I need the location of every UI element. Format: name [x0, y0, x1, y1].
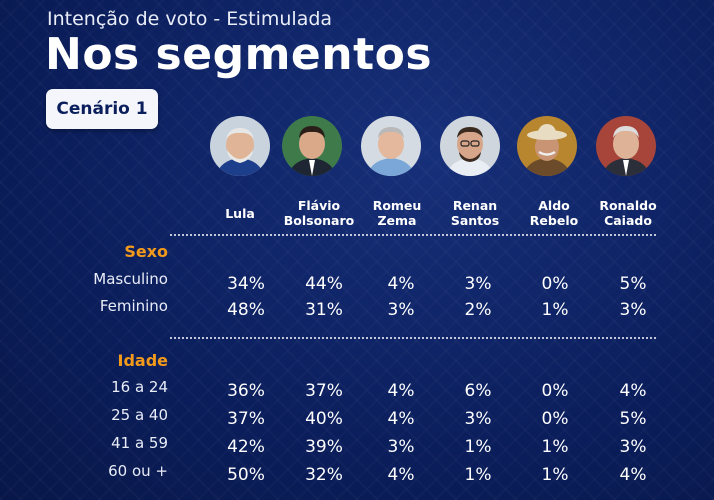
candidate-name-line2: Rebelo	[529, 213, 579, 228]
cell-41-59-renan: 1%	[464, 437, 492, 457]
row-label-41-59: 41 a 59	[111, 434, 168, 452]
cell-60-plus-lula: 50%	[227, 465, 265, 485]
cell-25-40-renan: 3%	[464, 409, 492, 429]
cell-41-59-caiado: 3%	[619, 437, 647, 457]
cell-16-24-zema: 4%	[387, 381, 415, 401]
row-label-25-40: 25 a 40	[111, 406, 168, 424]
cell-25-40-flavio: 40%	[305, 409, 343, 429]
cell-25-40-lula: 37%	[227, 409, 265, 429]
cell-masculino-flavio: 44%	[305, 274, 343, 294]
candidate-name-line2: Caiado	[604, 213, 652, 228]
cell-masculino-renan: 3%	[464, 274, 492, 294]
row-label-16-24: 16 a 24	[111, 378, 168, 396]
candidate-name-ronaldo-caiado: Ronaldo Caiado	[580, 198, 676, 228]
cell-16-24-renan: 6%	[464, 381, 492, 401]
romeu-zema-avatar	[361, 116, 421, 176]
candidate-name-line2: Bolsonaro	[283, 213, 355, 228]
cell-masculino-lula: 34%	[227, 274, 265, 294]
section-title-idade: Idade	[117, 351, 168, 370]
ronaldo-caiado-avatar	[596, 116, 656, 176]
cell-41-59-lula: 42%	[227, 437, 265, 457]
candidate-name-line2: Santos	[450, 213, 500, 228]
candidate-name-line2: Zema	[377, 213, 417, 228]
cell-25-40-zema: 4%	[387, 409, 415, 429]
candidate-name-line1: Romeu	[372, 198, 422, 213]
scenario-badge: Cenário 1	[46, 89, 158, 129]
row-label-masculino: Masculino	[93, 270, 168, 288]
page-title: Nos segmentos	[45, 29, 433, 80]
cell-41-59-flavio: 39%	[305, 437, 343, 457]
row-label-feminino: Feminino	[99, 297, 168, 315]
candidate-name-line1: Ronaldo	[599, 198, 657, 213]
cell-feminino-caiado: 3%	[619, 300, 647, 320]
cell-60-plus-caiado: 4%	[619, 465, 647, 485]
section-title-sexo: Sexo	[124, 242, 168, 261]
candidate-name-line1: Lula	[225, 206, 255, 221]
cell-16-24-aldo: 0%	[541, 381, 569, 401]
candidate-name-line1: Flávio	[297, 198, 341, 213]
cell-41-59-aldo: 1%	[541, 437, 569, 457]
candidate-name-romeu-zema: Romeu Zema	[349, 198, 445, 228]
divider-sections	[170, 337, 656, 339]
cell-60-plus-renan: 1%	[464, 465, 492, 485]
renan-santos-avatar	[440, 116, 500, 176]
candidate-name-line1: Aldo	[538, 198, 570, 213]
cell-16-24-lula: 36%	[227, 381, 265, 401]
row-label-60-plus: 60 ou +	[108, 462, 168, 480]
cell-feminino-zema: 3%	[387, 300, 415, 320]
aldo-rebelo-avatar	[517, 116, 577, 176]
cell-masculino-aldo: 0%	[541, 274, 569, 294]
subtitle: Intenção de voto - Estimulada	[47, 8, 333, 30]
cell-25-40-aldo: 0%	[541, 409, 569, 429]
cell-60-plus-zema: 4%	[387, 465, 415, 485]
cell-feminino-flavio: 31%	[305, 300, 343, 320]
candidate-name-flavio-bolsonaro: Flávio Bolsonaro	[271, 198, 367, 228]
candidate-name-renan-santos: Renan Santos	[427, 198, 523, 228]
cell-16-24-flavio: 37%	[305, 381, 343, 401]
cell-masculino-zema: 4%	[387, 274, 415, 294]
lula-avatar	[210, 116, 270, 176]
cell-feminino-renan: 2%	[464, 300, 492, 320]
cell-feminino-lula: 48%	[227, 300, 265, 320]
cell-25-40-caiado: 5%	[619, 409, 647, 429]
candidate-name-aldo-rebelo: Aldo Rebelo	[506, 198, 602, 228]
flavio-bolsonaro-avatar	[282, 116, 342, 176]
candidate-name-lula: Lula	[192, 198, 288, 221]
divider-header	[170, 234, 656, 236]
cell-60-plus-aldo: 1%	[541, 465, 569, 485]
cell-41-59-zema: 3%	[387, 437, 415, 457]
cell-60-plus-flavio: 32%	[305, 465, 343, 485]
cell-16-24-caiado: 4%	[619, 381, 647, 401]
cell-feminino-aldo: 1%	[541, 300, 569, 320]
cell-masculino-caiado: 5%	[619, 274, 647, 294]
candidate-name-line1: Renan	[452, 198, 498, 213]
